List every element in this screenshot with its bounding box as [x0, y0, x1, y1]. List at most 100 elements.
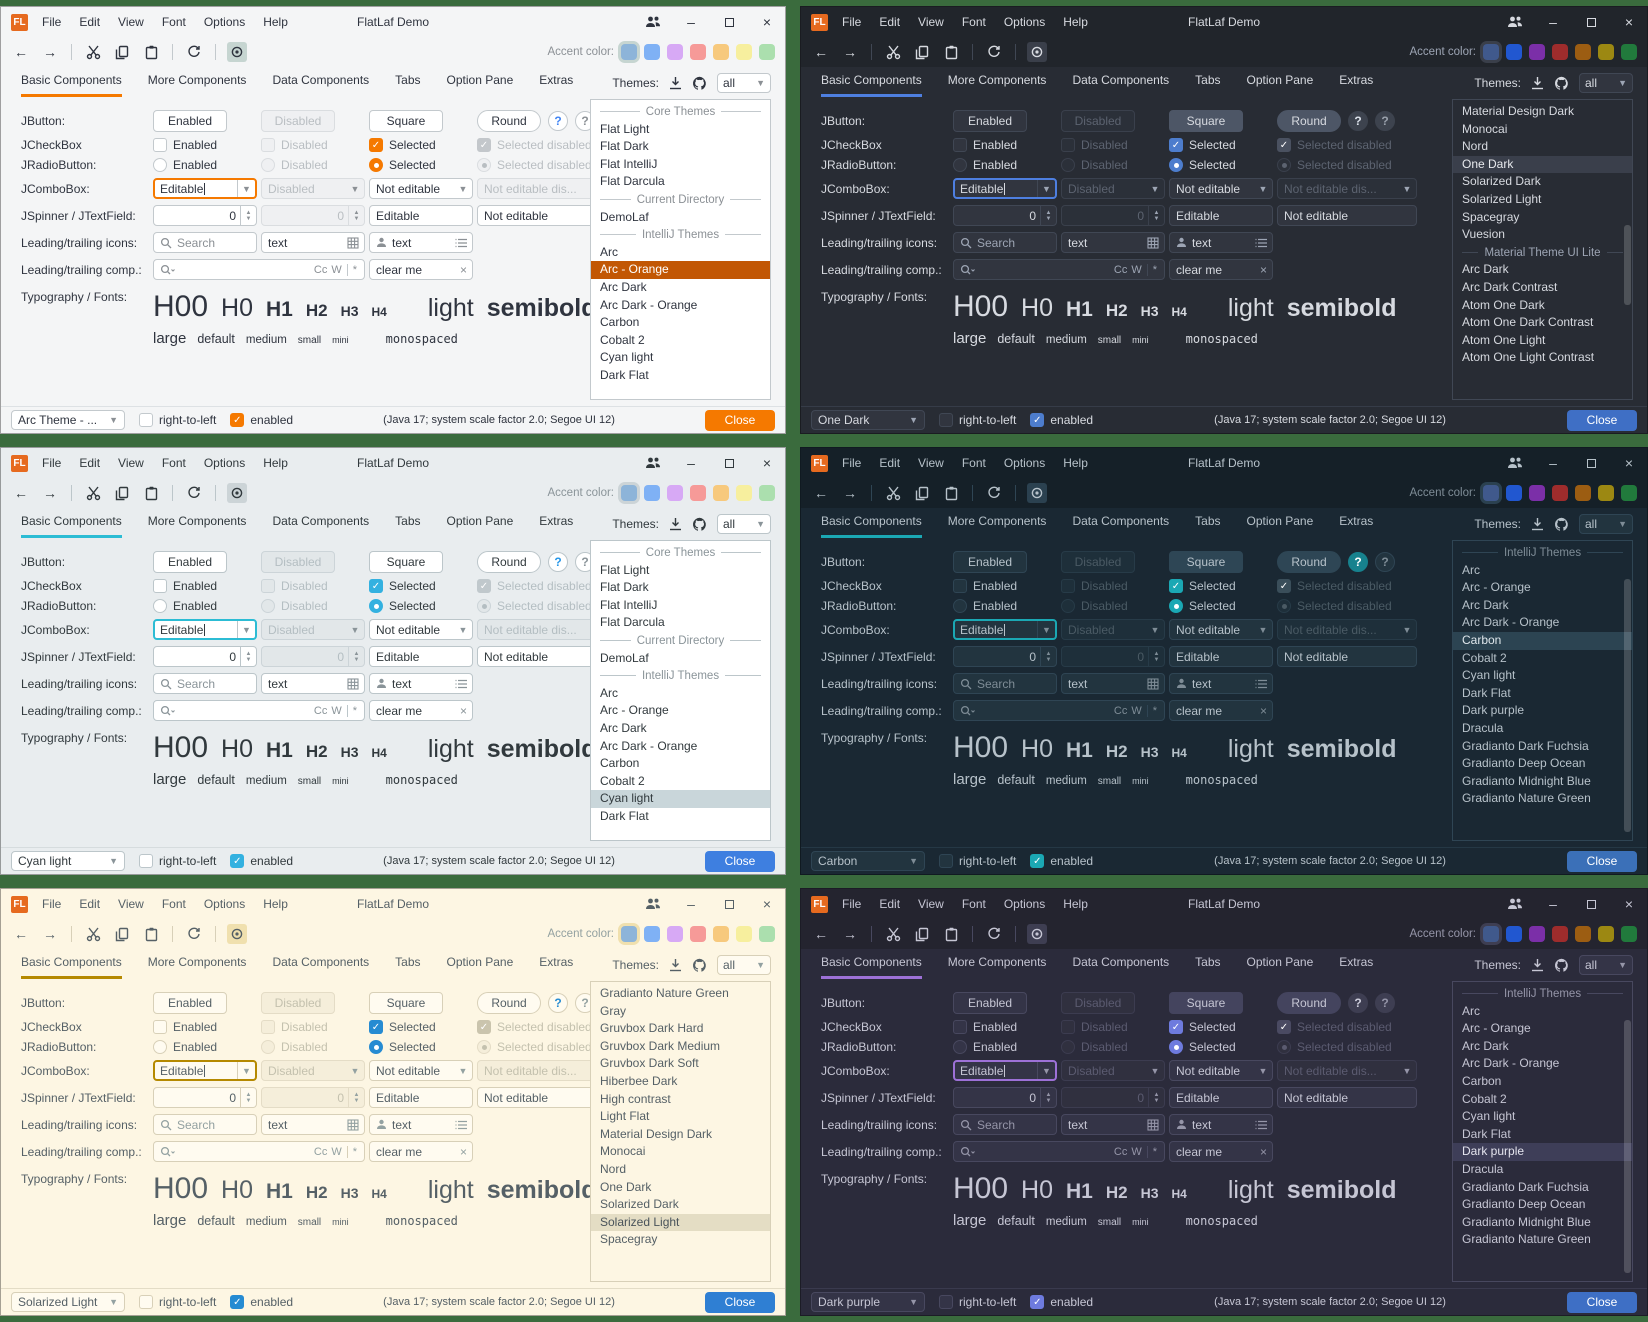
cut-icon[interactable] [83, 483, 103, 503]
text-field-calendar[interactable]: text [261, 673, 365, 694]
close-button[interactable]: Close [1567, 1291, 1637, 1313]
menu-view[interactable]: View [118, 897, 144, 911]
menu-file[interactable]: File [842, 456, 862, 470]
accent-swatch[interactable] [1575, 485, 1591, 501]
paste-icon[interactable] [941, 42, 961, 62]
tab-option-pane[interactable]: Option Pane [446, 514, 514, 528]
not-editable-combobox[interactable]: Not editable ▼ [369, 1060, 473, 1081]
tab-extras[interactable]: Extras [539, 73, 574, 87]
match-case-toggle[interactable]: Cc [313, 1145, 328, 1158]
github-icon[interactable] [1554, 517, 1569, 532]
theme-list-item[interactable]: Material Design Dark [1462, 104, 1575, 118]
rtl-checkbox[interactable] [939, 1295, 953, 1309]
themes-list[interactable]: Material Design Dark Monocai Nord One Dark S… [1452, 99, 1633, 400]
table-icon[interactable] [347, 236, 364, 249]
menu-options[interactable]: Options [203, 15, 246, 29]
github-icon[interactable] [1554, 958, 1569, 973]
tab-extras[interactable]: Extras [539, 955, 574, 969]
minimize-button[interactable]: – [1549, 14, 1557, 30]
theme-list-item[interactable]: Flat IntelliJ [600, 597, 658, 612]
theme-list-item[interactable]: Cyan light [1462, 668, 1516, 683]
menu-font[interactable]: Font [161, 456, 186, 470]
round-button[interactable]: Round [1277, 551, 1341, 573]
theme-list-item[interactable]: High contrast [600, 1091, 671, 1106]
editable-combobox[interactable]: Editable ▼ [953, 178, 1057, 199]
theme-list-item[interactable]: DemoLaf [600, 209, 649, 224]
menu-help[interactable]: Help [1063, 456, 1088, 470]
match-case-toggle[interactable]: Cc [313, 704, 328, 717]
theme-list-item[interactable]: DemoLaf [600, 650, 649, 665]
help-button-2[interactable]: ? [1375, 111, 1395, 131]
tab-tabs[interactable]: Tabs [395, 73, 421, 87]
menu-options[interactable]: Options [1003, 456, 1046, 470]
editable-combobox[interactable]: Editable ▼ [953, 619, 1057, 640]
paste-icon[interactable] [141, 483, 161, 503]
radio-enabled[interactable] [153, 1040, 167, 1054]
checkbox-enabled[interactable] [153, 1020, 167, 1034]
theme-list-item[interactable]: Cyan light [1462, 1109, 1516, 1124]
checkbox-enabled[interactable] [953, 138, 967, 152]
spinner[interactable]: 0 ▲ ▼ [153, 646, 257, 667]
clear-icon[interactable]: × [1259, 703, 1267, 718]
refresh-icon[interactable] [984, 483, 1004, 503]
github-icon[interactable] [692, 517, 707, 532]
theme-list-item[interactable]: Atom One Dark Contrast [1462, 315, 1594, 330]
theme-list-item[interactable]: Light Flat [600, 1109, 650, 1124]
theme-list-item[interactable]: Gradianto Dark Fuchsia [1462, 738, 1589, 753]
table-icon[interactable] [347, 677, 364, 690]
text-field-user-menu[interactable]: text [369, 1114, 473, 1135]
help-button[interactable]: ? [1348, 552, 1368, 572]
theme-list-item[interactable]: Arc Dark Contrast [1462, 279, 1558, 294]
rtl-checkbox[interactable] [139, 413, 153, 427]
github-icon[interactable] [1554, 76, 1569, 91]
search-dropdown-icon[interactable] [960, 1146, 976, 1158]
tab-basic-components[interactable]: Basic Components [21, 514, 122, 538]
theme-list-item[interactable]: Gradianto Dark Fuchsia [1462, 1179, 1589, 1194]
maximize-button[interactable] [721, 455, 737, 471]
theme-list-item[interactable]: Nord [1462, 139, 1489, 154]
theme-list-item[interactable]: Cyan light [591, 790, 770, 808]
clearable-field[interactable]: clear me × [1169, 259, 1273, 280]
menu-list-icon[interactable] [1255, 679, 1272, 689]
theme-combobox[interactable]: Dark purple ▼ [811, 1292, 925, 1312]
maximize-button[interactable] [721, 896, 737, 912]
tab-basic-components[interactable]: Basic Components [821, 73, 922, 97]
tab-basic-components[interactable]: Basic Components [21, 73, 122, 97]
accent-swatch[interactable] [759, 485, 775, 501]
menu-edit[interactable]: Edit [879, 456, 901, 470]
menu-help[interactable]: Help [263, 456, 288, 470]
tab-basic-components[interactable]: Basic Components [21, 955, 122, 979]
accent-swatch[interactable] [621, 44, 637, 60]
theme-list-item[interactable]: Gradianto Deep Ocean [1462, 756, 1586, 771]
show-eye-toggle[interactable] [227, 924, 247, 944]
rtl-checkbox[interactable] [939, 854, 953, 868]
regex-toggle[interactable]: * [352, 1145, 357, 1158]
radio-selected[interactable] [1169, 599, 1183, 613]
accent-swatch[interactable] [667, 44, 683, 60]
help-button[interactable]: ? [548, 552, 568, 572]
paste-icon[interactable] [941, 924, 961, 944]
checkbox-selected[interactable]: ✓ [1169, 1020, 1183, 1034]
theme-list-item[interactable]: Flat Darcula [600, 174, 665, 189]
theme-list-item[interactable]: Dark Flat [1462, 1126, 1511, 1141]
theme-list-item[interactable]: Monocai [600, 1144, 646, 1159]
theme-list-item[interactable]: Gruvbox Dark Soft [600, 1056, 699, 1071]
help-button[interactable]: ? [548, 993, 568, 1013]
clearable-field[interactable]: clear me × [1169, 700, 1273, 721]
radio-enabled[interactable] [953, 599, 967, 613]
enabled-button[interactable]: Enabled [953, 110, 1027, 132]
not-editable-combobox[interactable]: Not editable ▼ [1169, 619, 1273, 640]
tab-option-pane[interactable]: Option Pane [1246, 514, 1314, 528]
accent-swatch[interactable] [1529, 926, 1545, 942]
clear-icon[interactable]: × [1259, 1144, 1267, 1159]
clear-icon[interactable]: × [1259, 262, 1267, 277]
theme-list-item[interactable]: Cobalt 2 [1462, 1091, 1507, 1106]
close-button[interactable]: Close [1567, 409, 1637, 431]
theme-list-item[interactable]: Cobalt 2 [1462, 650, 1507, 665]
copy-icon[interactable] [112, 42, 132, 62]
radio-selected[interactable] [369, 599, 383, 613]
tab-more-components[interactable]: More Components [147, 955, 247, 969]
users-icon[interactable] [645, 896, 661, 912]
theme-filter-select[interactable]: all ▼ [1579, 73, 1633, 93]
enabled-button[interactable]: Enabled [153, 551, 227, 573]
